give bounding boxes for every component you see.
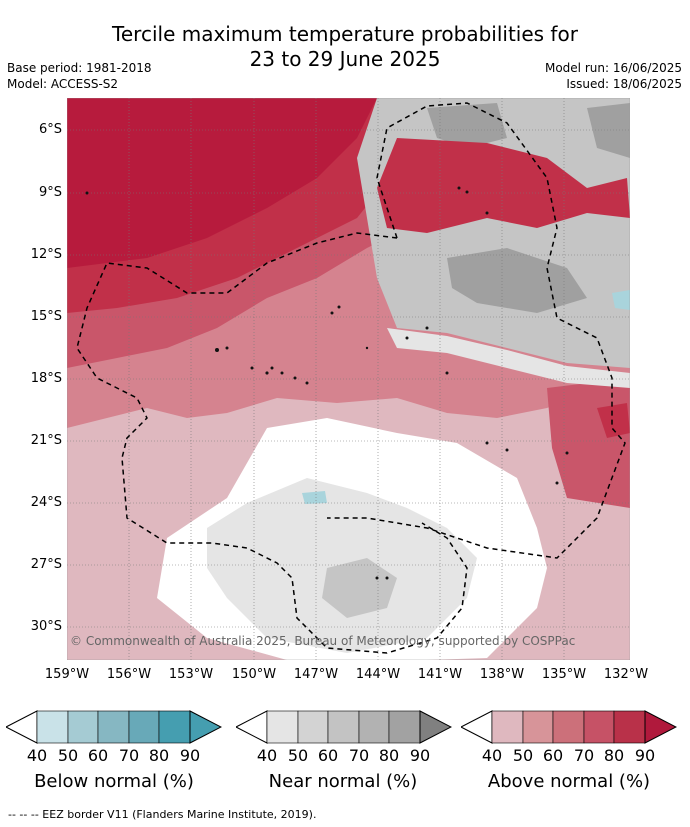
cb-swatch — [297, 710, 329, 744]
cb-tick: 60 — [542, 746, 564, 765]
region-near-north-east-dark — [427, 103, 630, 313]
title-line-2: 23 to 29 June 2025 — [249, 47, 441, 71]
cb-swatch — [327, 710, 360, 744]
meta-right: Model run: 16/06/2025 Issued: 18/06/2025 — [545, 60, 682, 92]
model-run: Model run: 16/06/2025 — [544, 61, 682, 75]
lat-label: 30°S — [30, 619, 62, 634]
lon-label: 156°W — [106, 667, 152, 682]
probability-map — [67, 98, 630, 660]
islands — [85, 186, 569, 580]
lat-label: 6°S — [38, 122, 62, 137]
cb-swatch — [158, 710, 191, 744]
base-period: Base period: 1981-2018 — [7, 61, 152, 75]
title-line-1: Tercile maximum temperature probabilitie… — [112, 22, 578, 46]
model-name: Model: ACCESS-S2 — [7, 77, 119, 91]
cb-tick: 50 — [57, 746, 79, 765]
cb-swatch — [613, 710, 646, 744]
cb-tick: 70 — [118, 746, 140, 765]
cb-tick: 60 — [87, 746, 109, 765]
cb-tick: 90 — [179, 746, 201, 765]
cb-swatch — [552, 710, 585, 744]
cb-tick: 40 — [481, 746, 503, 765]
copyright-notice: © Commonwealth of Australia 2025, Bureau… — [70, 634, 576, 648]
cb-swatch — [67, 710, 99, 744]
cb-swatch — [358, 710, 390, 744]
cb-swatch — [36, 710, 69, 744]
cb-tick: 80 — [378, 746, 400, 765]
cb-swatch — [266, 710, 299, 744]
eez-legend-footer: -- -- -- EEZ border V11 (Flanders Marine… — [8, 808, 317, 821]
colorbar-above-title: Above normal (%) — [487, 771, 651, 792]
cb-tick: 70 — [573, 746, 595, 765]
region-above-80 — [67, 98, 377, 268]
colorbar-below — [6, 710, 222, 744]
lat-label: 27°S — [30, 557, 62, 572]
lon-label: 138°W — [479, 667, 525, 682]
map-grid — [67, 98, 630, 660]
cb-swatch — [522, 710, 554, 744]
cb-swatch — [583, 710, 615, 744]
region-below-south — [302, 491, 327, 504]
lon-label: 144°W — [355, 667, 401, 682]
map-title: Tercile maximum temperature probabilitie… — [0, 22, 690, 72]
cb-tick: 70 — [348, 746, 370, 765]
lat-label: 21°S — [30, 433, 62, 448]
cb-tick: 40 — [256, 746, 278, 765]
lon-label: 159°W — [44, 667, 90, 682]
lat-label: 18°S — [30, 371, 62, 386]
lat-label: 9°S — [38, 185, 62, 200]
lon-label: 132°W — [603, 667, 649, 682]
lon-label: 153°W — [168, 667, 214, 682]
lon-label: 150°W — [231, 667, 277, 682]
cb-swatch — [491, 710, 524, 744]
cb-swatch — [388, 710, 421, 744]
colorbar-above — [461, 710, 677, 744]
cb-tick: 80 — [148, 746, 170, 765]
lon-label: 141°W — [417, 667, 463, 682]
region-above-east-patch — [597, 403, 630, 438]
eez-border-west — [76, 232, 468, 654]
cb-swatch — [97, 710, 130, 744]
cb-tick: 50 — [512, 746, 534, 765]
lon-label: 135°W — [541, 667, 587, 682]
colorbar-below-title: Below normal (%) — [34, 771, 194, 792]
cb-tick: 90 — [634, 746, 656, 765]
region-near-north-east-light — [387, 328, 630, 388]
eez-border-north — [327, 102, 626, 559]
cb-tick: 50 — [287, 746, 309, 765]
lat-label: 15°S — [30, 309, 62, 324]
cb-tick: 60 — [317, 746, 339, 765]
issued-date: Issued: 18/06/2025 — [566, 77, 682, 91]
region-below-east — [612, 290, 630, 310]
lat-label: 24°S — [30, 495, 62, 510]
cb-swatch — [128, 710, 160, 744]
cb-tick: 80 — [603, 746, 625, 765]
colorbar-near — [236, 710, 452, 744]
colorbar-near-title: Near normal (%) — [268, 771, 418, 792]
meta-left: Base period: 1981-2018 Model: ACCESS-S2 — [7, 60, 152, 92]
eez-borders — [76, 102, 626, 654]
lon-label: 147°W — [293, 667, 339, 682]
cb-tick: 90 — [409, 746, 431, 765]
cb-tick: 40 — [26, 746, 48, 765]
lat-label: 12°S — [30, 247, 62, 262]
